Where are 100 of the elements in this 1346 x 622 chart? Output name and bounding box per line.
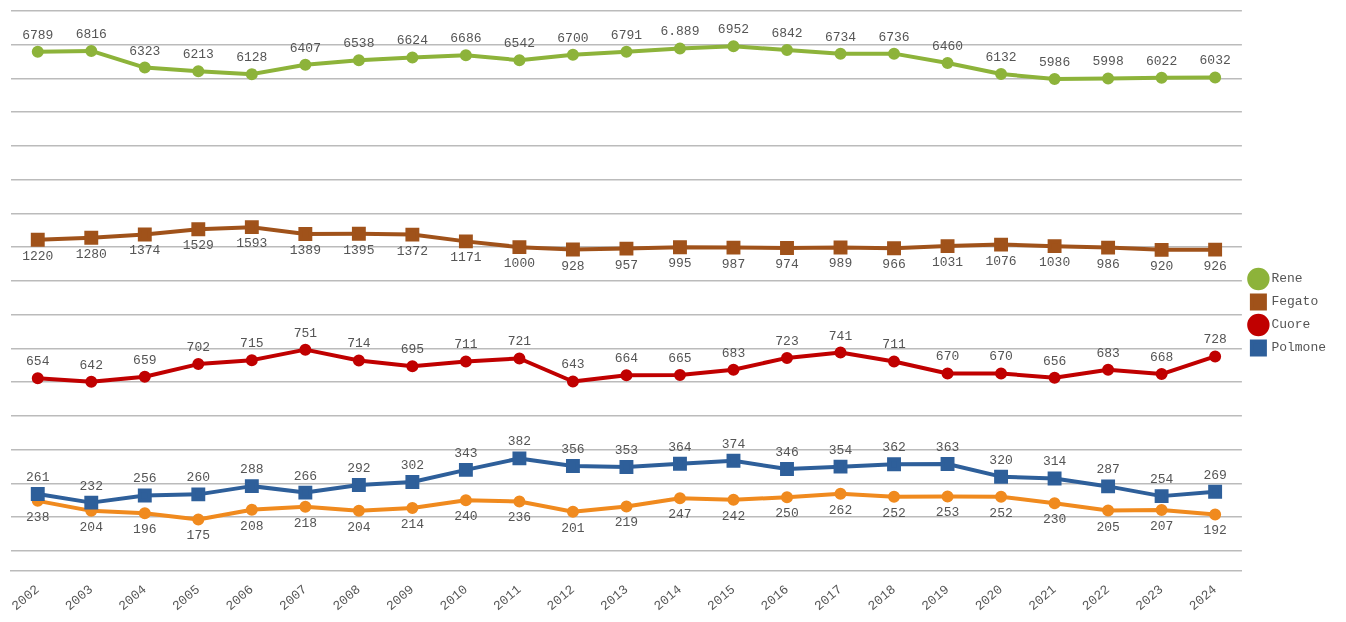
data-label: 232 bbox=[79, 478, 103, 494]
point bbox=[137, 488, 152, 503]
point bbox=[566, 375, 579, 388]
data-label: 6323 bbox=[129, 43, 161, 59]
point bbox=[513, 495, 526, 508]
legend-label: Fegato bbox=[1271, 294, 1319, 310]
data-label: 702 bbox=[186, 340, 211, 356]
data-label: 642 bbox=[79, 357, 103, 373]
point bbox=[352, 504, 365, 517]
data-label: 192 bbox=[1203, 523, 1227, 539]
data-label: 346 bbox=[775, 444, 799, 460]
data-label: 1372 bbox=[396, 243, 428, 259]
data-label: 238 bbox=[26, 509, 50, 525]
data-label: 741 bbox=[828, 328, 853, 344]
data-label: 6952 bbox=[717, 22, 750, 38]
data-label: 654 bbox=[26, 354, 50, 370]
data-label: 364 bbox=[668, 439, 692, 455]
data-label: 1031 bbox=[931, 255, 964, 271]
point bbox=[192, 358, 205, 371]
point bbox=[405, 227, 420, 242]
data-label: 721 bbox=[507, 334, 532, 350]
point bbox=[888, 490, 901, 503]
data-label: 995 bbox=[668, 256, 692, 272]
data-label: 665 bbox=[668, 350, 692, 366]
point bbox=[1155, 503, 1168, 516]
data-label: 252 bbox=[882, 505, 906, 521]
data-label: 343 bbox=[454, 445, 478, 461]
point bbox=[995, 68, 1008, 81]
point bbox=[1048, 497, 1061, 510]
data-label: 314 bbox=[1042, 454, 1067, 470]
point bbox=[299, 58, 312, 71]
point bbox=[1154, 242, 1169, 257]
data-label: 656 bbox=[1042, 353, 1067, 369]
point bbox=[1102, 363, 1115, 376]
data-label: 670 bbox=[989, 349, 1013, 365]
point bbox=[138, 370, 151, 383]
data-label: 1389 bbox=[289, 242, 321, 258]
data-label: 5998 bbox=[1092, 54, 1124, 70]
data-label: 219 bbox=[614, 515, 639, 531]
point bbox=[299, 343, 312, 356]
data-label: 6460 bbox=[931, 38, 964, 54]
point bbox=[406, 51, 419, 64]
data-label: 6132 bbox=[985, 49, 1017, 65]
point bbox=[1101, 240, 1116, 255]
point bbox=[298, 227, 313, 241]
data-label: 1171 bbox=[450, 250, 482, 266]
point bbox=[780, 241, 794, 255]
data-label: 711 bbox=[882, 337, 906, 353]
data-label: 6407 bbox=[289, 40, 321, 56]
data-label: 974 bbox=[775, 256, 799, 272]
point bbox=[138, 61, 151, 74]
data-label: 250 bbox=[775, 506, 799, 522]
data-label: 723 bbox=[775, 333, 799, 349]
data-label: 6736 bbox=[878, 29, 910, 45]
point bbox=[673, 42, 686, 55]
data-label: 1395 bbox=[343, 242, 375, 258]
point bbox=[726, 453, 741, 468]
point bbox=[138, 507, 151, 520]
data-label: 356 bbox=[561, 442, 585, 457]
point bbox=[191, 222, 206, 237]
point bbox=[30, 487, 45, 502]
data-label: 354 bbox=[828, 442, 853, 458]
data-label: 6789 bbox=[22, 27, 54, 43]
point bbox=[727, 363, 740, 376]
data-label: 362 bbox=[882, 440, 906, 456]
point bbox=[995, 367, 1008, 380]
point bbox=[1048, 371, 1061, 384]
point bbox=[459, 49, 472, 62]
data-label: 230 bbox=[1042, 512, 1067, 528]
point bbox=[137, 227, 152, 242]
data-label: 989 bbox=[828, 256, 853, 272]
data-label: 204 bbox=[79, 519, 104, 535]
data-label: 262 bbox=[828, 502, 853, 518]
point bbox=[566, 505, 579, 518]
point bbox=[85, 375, 98, 388]
data-label: 292 bbox=[347, 460, 371, 476]
point bbox=[458, 234, 473, 249]
point bbox=[192, 513, 205, 526]
data-label: 683 bbox=[721, 345, 746, 361]
data-label: 1076 bbox=[985, 253, 1017, 269]
point bbox=[940, 239, 955, 254]
point bbox=[244, 479, 259, 494]
point bbox=[673, 368, 686, 381]
point bbox=[940, 457, 955, 471]
data-label: 382 bbox=[507, 434, 532, 450]
data-label: 6791 bbox=[610, 27, 643, 43]
point bbox=[941, 367, 954, 380]
data-label: 6700 bbox=[557, 30, 589, 46]
data-label: 236 bbox=[507, 510, 532, 526]
point bbox=[619, 241, 634, 256]
data-label: 6542 bbox=[503, 36, 536, 52]
data-label: 254 bbox=[1149, 472, 1174, 488]
data-label: 957 bbox=[614, 257, 639, 273]
point bbox=[620, 45, 633, 58]
data-label: 659 bbox=[133, 352, 157, 368]
point bbox=[1154, 489, 1169, 504]
data-label: 1000 bbox=[503, 256, 536, 272]
data-label: 269 bbox=[1203, 467, 1227, 483]
data-label: 6816 bbox=[75, 26, 107, 42]
data-label: 260 bbox=[186, 470, 211, 486]
